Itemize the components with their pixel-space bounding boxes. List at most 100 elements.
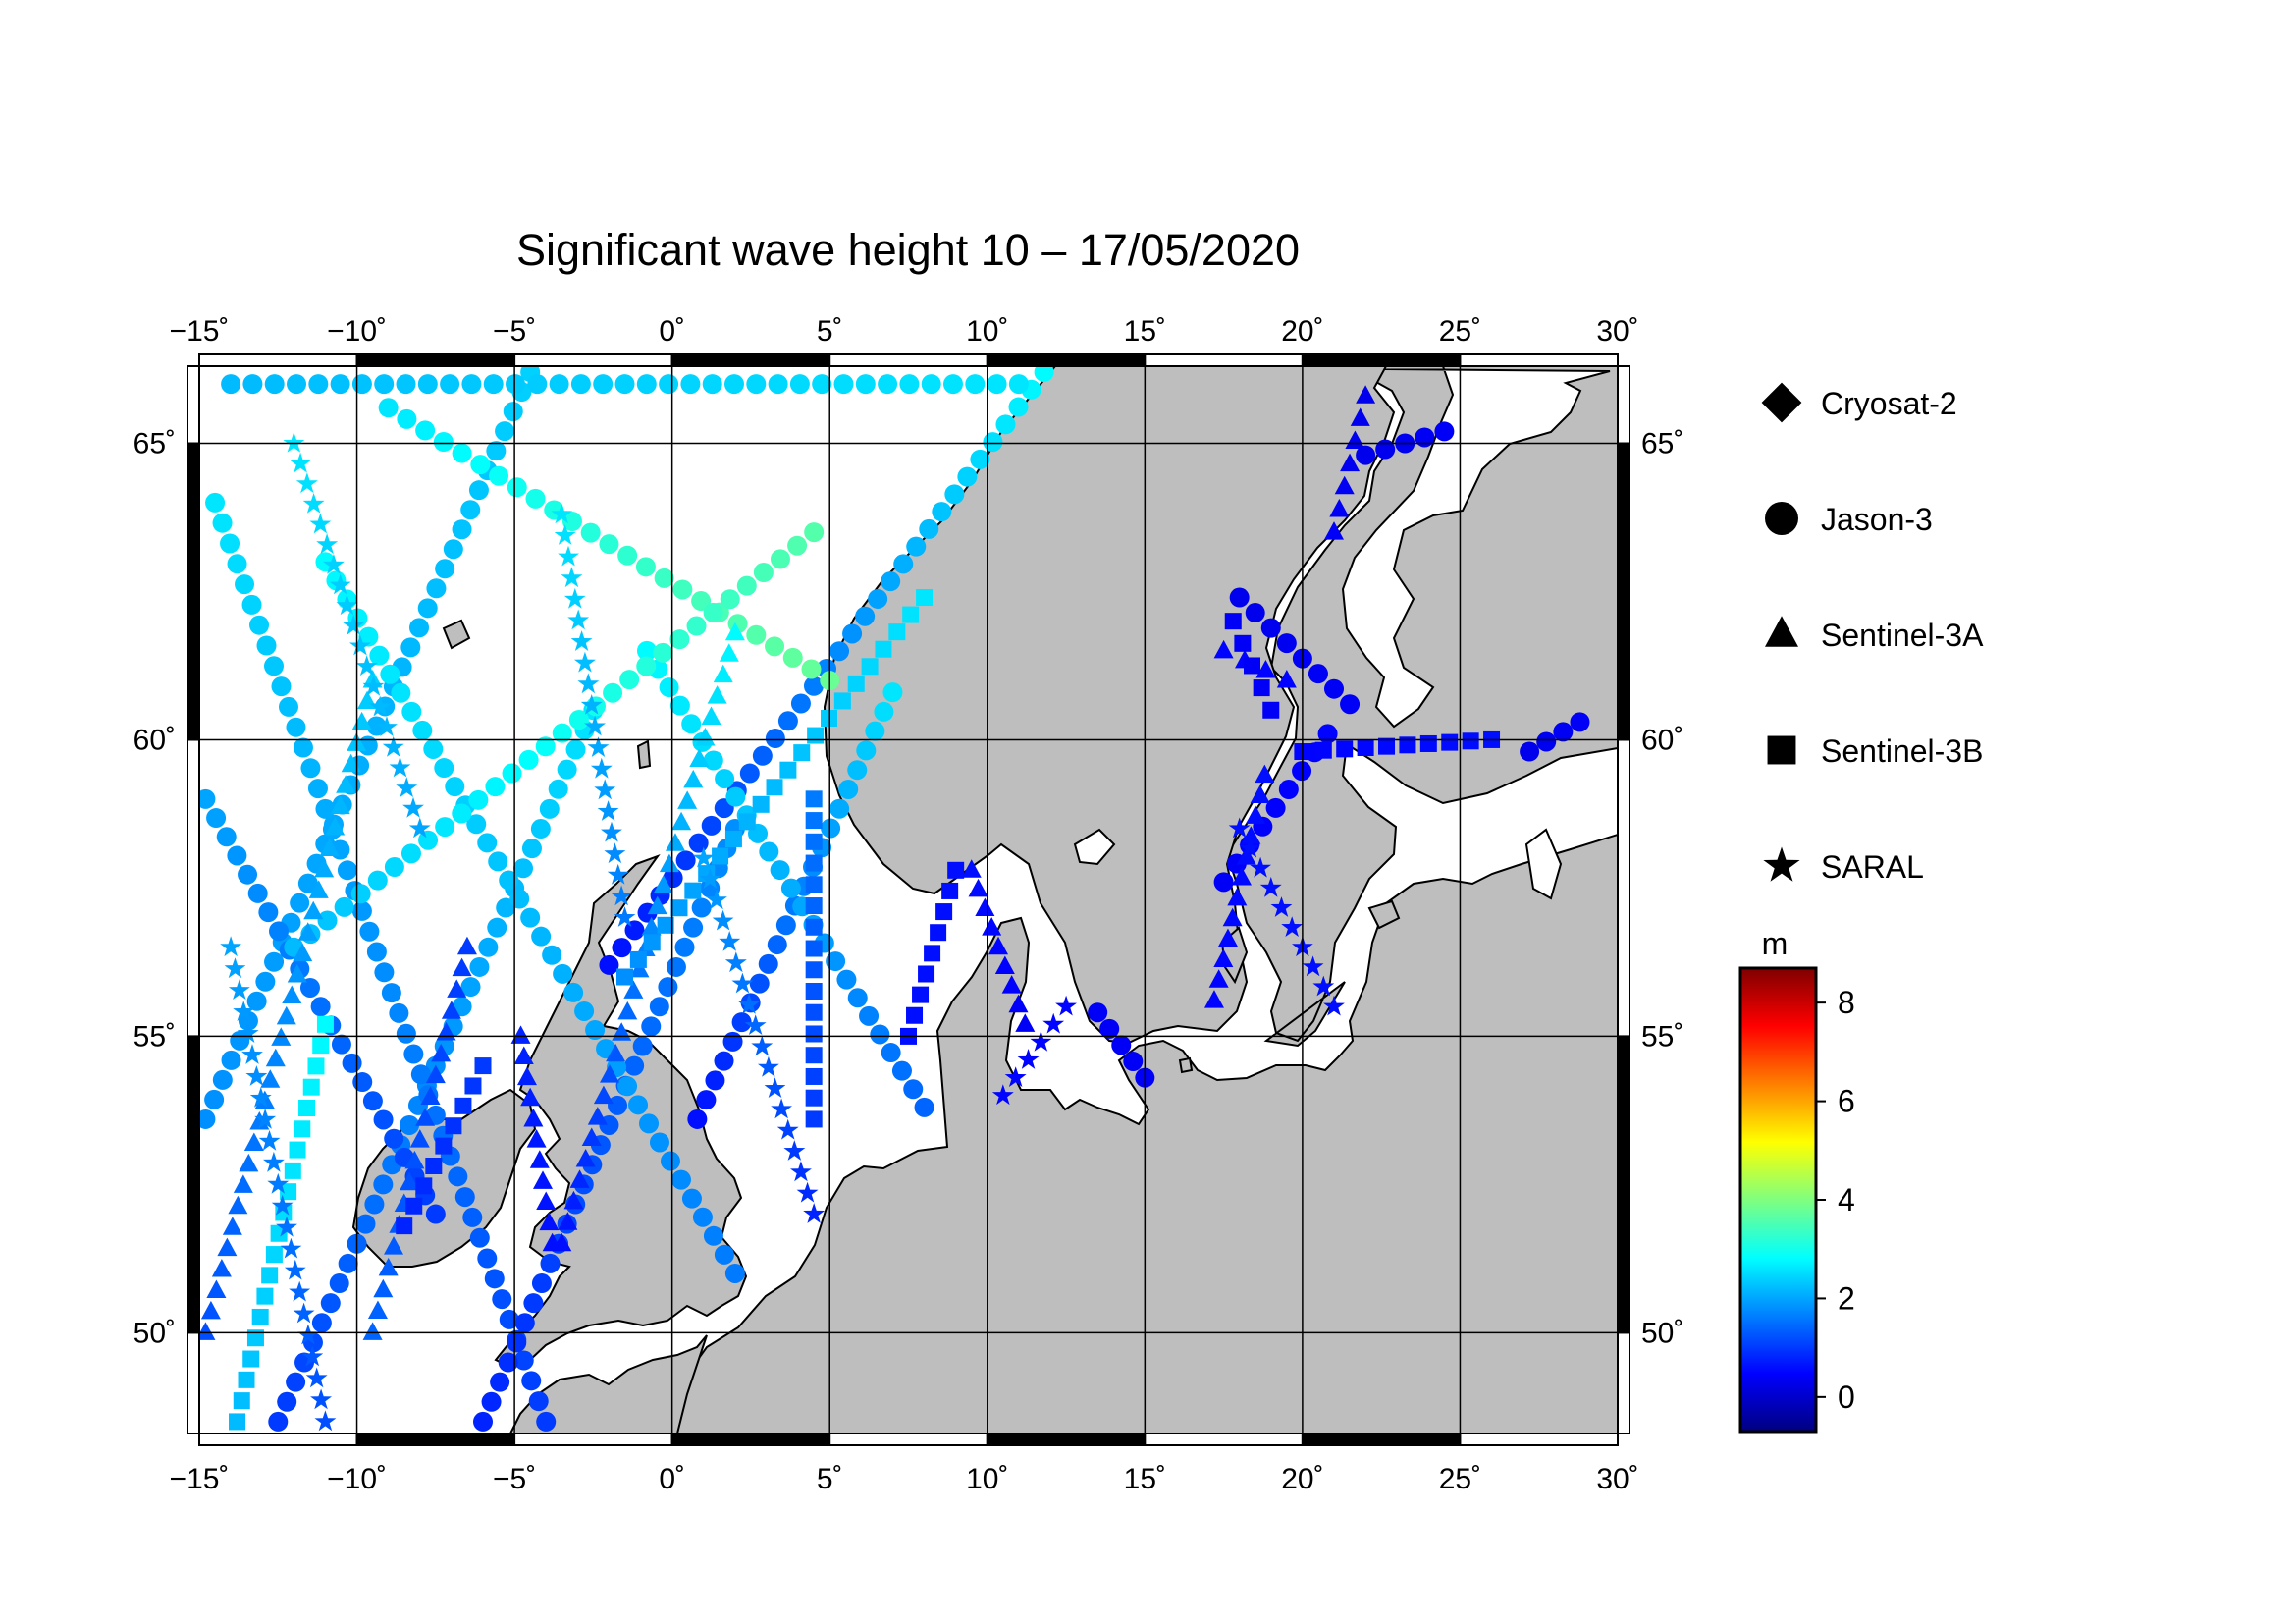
circle-marker [686, 616, 707, 636]
star-marker [567, 609, 590, 630]
circle-marker [473, 1411, 493, 1432]
triangle-marker [384, 1236, 404, 1255]
circle-marker [374, 962, 395, 983]
circle-marker [271, 676, 292, 697]
triangle-marker [431, 1043, 452, 1062]
star-marker [1281, 916, 1304, 937]
circle-marker [696, 1090, 717, 1110]
colorbar-tick-label: 6 [1838, 1084, 1855, 1119]
triangle-marker [1250, 784, 1270, 804]
triangle-marker [513, 1046, 534, 1065]
circle-marker [1520, 741, 1540, 762]
circle-marker [683, 917, 704, 938]
circle-marker [705, 1070, 725, 1091]
triangle-marker [569, 1169, 590, 1188]
star-marker [310, 1388, 332, 1410]
triangle-marker [341, 753, 361, 773]
star-marker [1270, 896, 1293, 917]
star-marker [305, 1367, 328, 1388]
square-marker [256, 1287, 274, 1305]
circle-marker [995, 414, 1016, 435]
square-marker [445, 1117, 462, 1135]
circle-marker [241, 594, 262, 615]
circle-marker [417, 374, 438, 395]
circle-marker [944, 484, 965, 505]
circle-marker [460, 500, 481, 520]
circle-marker [258, 902, 279, 923]
legend: Cryosat-2 Jason-3 Sentinel-3A Sentinel-3B SA… [1761, 382, 1984, 885]
square-marker [947, 861, 965, 879]
frame-bar-right [1617, 738, 1630, 1038]
triangle-marker [206, 1279, 227, 1298]
square-marker [805, 918, 823, 936]
circle-marker [409, 618, 430, 638]
circle-marker [477, 1248, 498, 1269]
square-marker [766, 779, 783, 796]
legend-label: Sentinel-3B [1821, 733, 1983, 769]
circle-marker [397, 408, 417, 429]
star-marker [336, 594, 358, 616]
triangle-marker [404, 1150, 425, 1169]
circle-marker [277, 1391, 297, 1412]
frame-bar-bottom [670, 1433, 831, 1446]
circle-marker [486, 441, 507, 461]
circle-marker [765, 636, 785, 657]
circle-marker [401, 701, 422, 722]
star-marker [224, 957, 246, 979]
frame-bar-bottom [1301, 1433, 1462, 1446]
star-marker [607, 863, 629, 885]
circle-marker [659, 677, 679, 698]
circle-marker [746, 374, 767, 395]
circle-marker [847, 988, 868, 1008]
square-marker [805, 1025, 823, 1043]
triangle-marker [200, 1300, 221, 1320]
circle-marker [330, 374, 350, 395]
lat-label-right: 55˚ [1641, 1020, 1683, 1053]
square-marker [657, 916, 674, 934]
circle-marker [499, 870, 519, 891]
circle-marker [1111, 1035, 1132, 1055]
colorbar-tick-label: 0 [1838, 1380, 1855, 1415]
star-marker [389, 756, 411, 778]
circle-marker [759, 841, 779, 862]
triangle-marker [233, 1174, 253, 1193]
star-marker [611, 885, 633, 906]
triangle-marker [239, 1153, 259, 1172]
square-marker [805, 897, 823, 915]
triangle-marker [447, 979, 467, 998]
square-marker [1253, 679, 1270, 697]
circle-marker [868, 588, 888, 609]
circle-marker [957, 466, 978, 487]
frame-bar-bottom [986, 1433, 1147, 1446]
colorbar-unit: m [1762, 926, 1789, 961]
circle-marker [503, 402, 523, 422]
square-marker [251, 1308, 269, 1325]
frame-bar-top [513, 353, 673, 367]
circle-marker [965, 374, 986, 395]
triangle-marker [282, 985, 302, 1003]
circle-marker [342, 1053, 362, 1073]
circle-marker [1553, 722, 1574, 742]
circle-marker [460, 977, 481, 998]
circle-marker [789, 374, 810, 395]
circle-marker [452, 519, 472, 540]
faroe-islands [442, 619, 471, 650]
circle-marker [425, 1204, 446, 1224]
colorbar: m 0 2 4 6 8 [1738, 926, 1855, 1434]
square-marker [918, 965, 935, 983]
triangle-marker [1213, 948, 1234, 967]
circle-marker [255, 971, 276, 992]
circle-marker [557, 759, 577, 780]
circle-marker [770, 860, 790, 881]
circle-marker [329, 1273, 349, 1294]
lon-label-top: −10˚ [327, 315, 387, 348]
bornholm-island [1178, 1056, 1194, 1074]
star-marker [349, 634, 371, 656]
triangle-marker [452, 957, 472, 977]
triangle-marker [228, 1195, 248, 1215]
frame-bar-bottom [513, 1433, 673, 1446]
circle-marker [278, 696, 298, 717]
triangle-marker [373, 1278, 394, 1298]
circle-marker [369, 645, 390, 666]
circle-marker [723, 374, 744, 395]
